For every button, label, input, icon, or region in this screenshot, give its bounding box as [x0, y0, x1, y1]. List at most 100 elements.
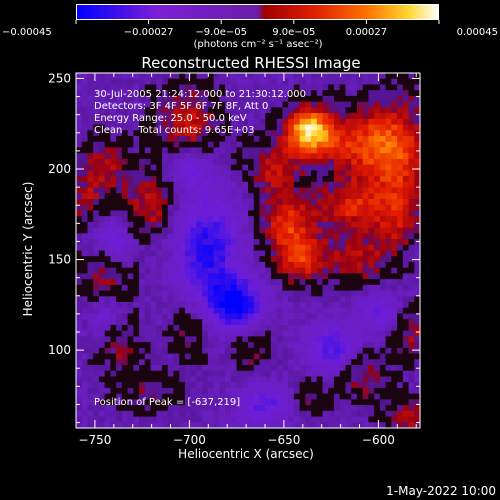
heatmap-cell — [391, 410, 398, 418]
heatmap-cell — [351, 250, 358, 257]
heatmap-cell — [225, 198, 232, 206]
heatmap-cell — [293, 382, 301, 389]
heatmap-cell — [270, 176, 278, 183]
heatmap-cell — [190, 158, 197, 166]
heatmap-cell — [139, 359, 146, 366]
heatmap-cell — [293, 221, 301, 229]
heatmap-cell — [391, 198, 398, 206]
heatmap-cell — [213, 250, 220, 257]
heatmap-cell — [121, 330, 129, 337]
heatmap-cell — [98, 124, 106, 131]
heatmap-cell — [402, 256, 410, 263]
heatmap-cell — [322, 302, 329, 309]
heatmap-cell — [253, 210, 261, 217]
heatmap-cell — [288, 227, 295, 234]
heatmap-cell — [253, 342, 261, 349]
heatmap-cell — [316, 410, 324, 418]
heatmap-cell — [190, 376, 197, 383]
heatmap-cell — [184, 113, 192, 120]
heatmap-cell — [81, 324, 89, 332]
heatmap-cell — [76, 95, 83, 103]
heatmap-cell — [397, 233, 404, 240]
heatmap-cell — [328, 176, 335, 183]
heatmap-cell — [253, 118, 261, 126]
heatmap-cell — [133, 78, 140, 86]
heatmap-cell — [236, 210, 243, 217]
heatmap-cell — [156, 181, 163, 189]
heatmap-cell — [173, 330, 180, 337]
heatmap-cell — [196, 376, 203, 383]
heatmap-cell — [242, 233, 249, 240]
heatmap-cell — [76, 290, 83, 297]
heatmap-cell — [179, 221, 186, 229]
heatmap-cell — [282, 284, 289, 292]
heatmap-cell — [270, 210, 278, 217]
heatmap-cell — [93, 187, 100, 194]
heatmap-cell — [311, 118, 318, 126]
heatmap-cell — [127, 90, 134, 97]
heatmap-cell — [93, 204, 100, 212]
heatmap-cell — [93, 164, 100, 171]
heatmap-cell — [213, 78, 220, 86]
heatmap-cell — [288, 353, 295, 360]
heatmap-cell — [385, 204, 392, 212]
heatmap-cell — [339, 107, 347, 114]
heatmap-cell — [305, 147, 312, 154]
heatmap-cell — [196, 233, 203, 240]
heatmap-cell — [391, 347, 398, 355]
heatmap-cell — [339, 176, 347, 183]
heatmap-cell — [368, 221, 375, 229]
clean-counts: Clean Total counts: 9.65E+03 — [94, 125, 255, 136]
heatmap-cell — [397, 359, 404, 366]
heatmap-cell — [93, 147, 100, 154]
heatmap-cell — [81, 193, 89, 200]
heatmap-cell — [385, 273, 392, 280]
heatmap-cell — [282, 210, 289, 217]
heatmap-cell — [121, 256, 129, 263]
heatmap-cell — [190, 405, 197, 412]
heatmap-cell — [276, 227, 283, 234]
heatmap-cell — [276, 353, 283, 360]
heatmap-cell — [379, 261, 387, 269]
heatmap-cell — [265, 84, 272, 91]
heatmap-cell — [167, 330, 175, 337]
heatmap-cell — [339, 239, 347, 246]
heatmap-cell — [121, 296, 129, 303]
heatmap-cell — [184, 141, 192, 149]
heatmap-cell — [139, 130, 146, 137]
heatmap-cell — [98, 376, 106, 383]
heatmap-cell — [351, 290, 358, 297]
heatmap-cell — [351, 176, 358, 183]
heatmap-cell — [121, 244, 129, 252]
heatmap-cell — [202, 170, 209, 177]
heatmap-cell — [127, 290, 134, 297]
heatmap-cell — [374, 353, 381, 360]
heatmap-cell — [379, 204, 387, 212]
heatmap-cell — [356, 210, 364, 217]
heatmap-cell — [288, 216, 295, 223]
heatmap-cell — [345, 141, 352, 149]
heatmap-cell — [322, 130, 329, 137]
heatmap-cell — [397, 118, 404, 126]
heatmap-cell — [397, 422, 404, 429]
heatmap-cell — [316, 95, 324, 103]
heatmap-cell — [276, 347, 283, 355]
heatmap-cell — [248, 319, 255, 326]
heatmap-cell — [282, 124, 289, 131]
heatmap-cell — [104, 382, 111, 389]
heatmap-cell — [362, 216, 369, 223]
heatmap-cell — [402, 130, 410, 137]
heatmap-cell — [282, 90, 289, 97]
heatmap-cell — [236, 95, 243, 103]
heatmap-cell — [282, 227, 289, 234]
heatmap-cell — [219, 273, 226, 280]
heatmap-cell — [270, 324, 278, 332]
heatmap-cell — [242, 399, 249, 406]
heatmap-cell — [219, 176, 226, 183]
heatmap-cell — [202, 347, 209, 355]
heatmap-cell — [116, 370, 123, 378]
heatmap-cell — [81, 387, 89, 395]
heatmap-cell — [87, 359, 94, 366]
heatmap-cell — [133, 130, 140, 137]
heatmap-cell — [374, 90, 381, 97]
